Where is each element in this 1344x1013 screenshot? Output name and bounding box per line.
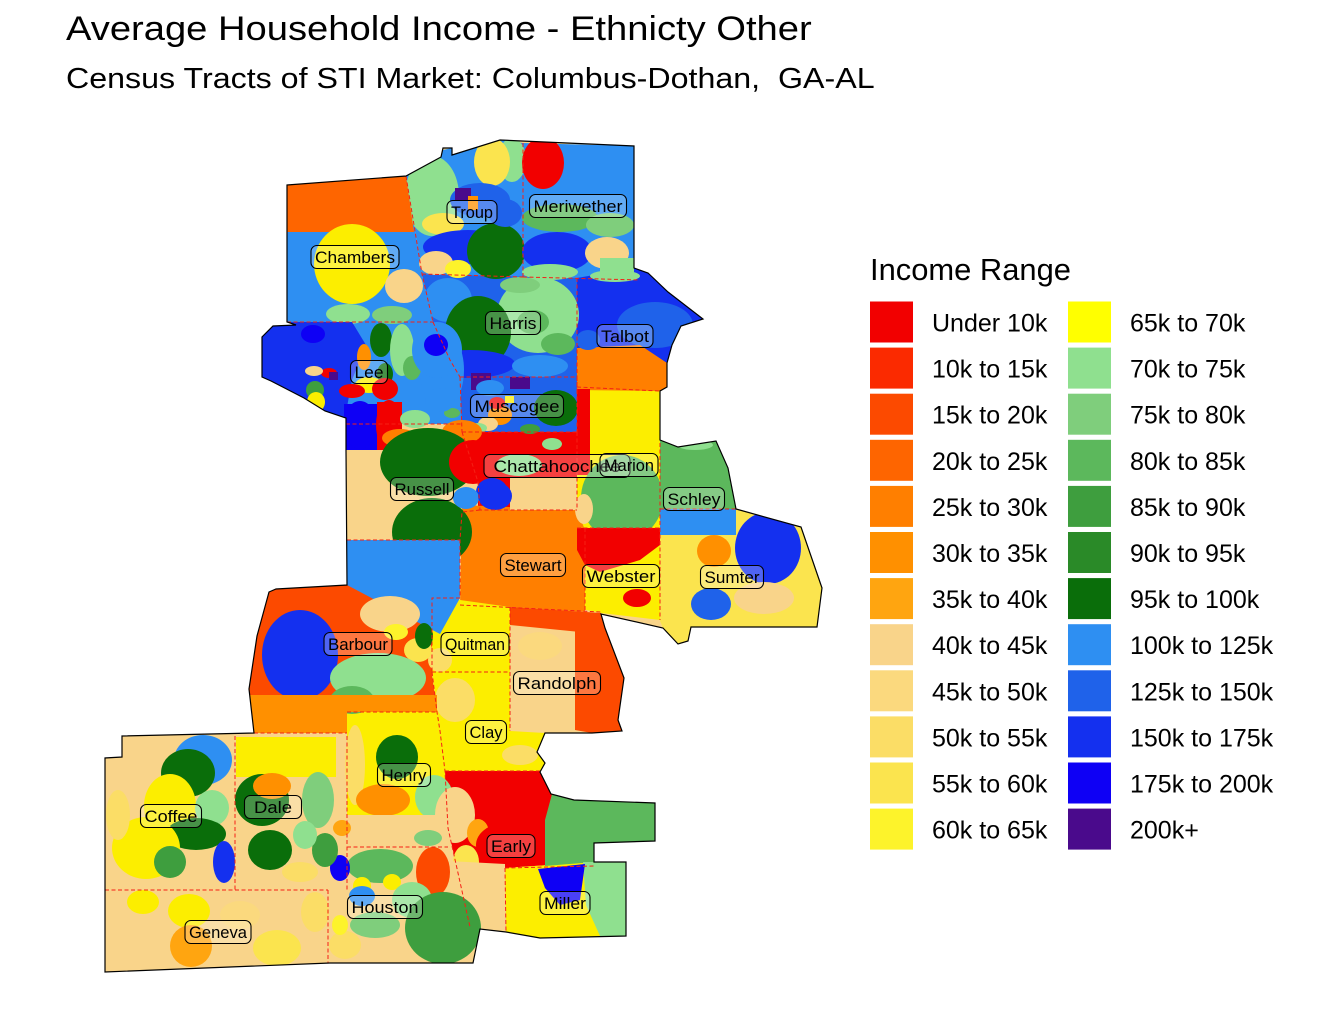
svg-text:Muscogee: Muscogee: [475, 397, 560, 416]
svg-text:Chambers: Chambers: [315, 248, 395, 267]
svg-text:30k to 35k: 30k to 35k: [932, 540, 1048, 568]
svg-text:125k to 150k: 125k to 150k: [1130, 678, 1274, 706]
svg-text:Barbour: Barbour: [328, 635, 388, 654]
svg-text:Webster: Webster: [587, 567, 656, 586]
svg-text:50k to 55k: 50k to 55k: [932, 724, 1048, 752]
svg-text:95k to 100k: 95k to 100k: [1130, 586, 1260, 614]
svg-text:25k to 30k: 25k to 30k: [932, 494, 1048, 522]
svg-text:Houston: Houston: [352, 898, 419, 917]
svg-text:Quitman: Quitman: [445, 635, 505, 654]
svg-text:Income Range: Income Range: [870, 252, 1071, 287]
svg-text:20k to 25k: 20k to 25k: [932, 448, 1048, 476]
svg-text:10k to 15k: 10k to 15k: [932, 356, 1048, 384]
svg-text:Miller: Miller: [544, 894, 586, 913]
svg-text:Coffee: Coffee: [145, 807, 198, 826]
svg-text:Under 10k: Under 10k: [932, 310, 1048, 338]
svg-text:Meriwether: Meriwether: [534, 197, 623, 216]
svg-text:Sumter: Sumter: [705, 568, 760, 587]
svg-text:Talbot: Talbot: [601, 327, 649, 346]
svg-text:85k to 90k: 85k to 90k: [1130, 494, 1246, 522]
svg-text:Geneva: Geneva: [189, 923, 248, 942]
svg-text:Early: Early: [491, 837, 532, 856]
svg-text:Dale: Dale: [254, 798, 292, 817]
svg-text:65k to 70k: 65k to 70k: [1130, 310, 1246, 338]
svg-text:Troup: Troup: [451, 203, 493, 222]
svg-text:15k to 20k: 15k to 20k: [932, 402, 1048, 430]
svg-text:Clay: Clay: [470, 723, 503, 742]
svg-text:150k to 175k: 150k to 175k: [1130, 724, 1274, 752]
svg-text:100k to 125k: 100k to 125k: [1130, 632, 1274, 660]
svg-text:175k to 200k: 175k to 200k: [1130, 771, 1274, 799]
svg-text:Chattahoochee: Chattahoochee: [494, 457, 621, 476]
svg-text:35k to 40k: 35k to 40k: [932, 586, 1048, 614]
svg-text:40k to 45k: 40k to 45k: [932, 632, 1048, 660]
svg-text:75k to 80k: 75k to 80k: [1130, 402, 1246, 430]
svg-text:Henry: Henry: [382, 766, 427, 785]
svg-text:Stewart: Stewart: [505, 556, 562, 575]
svg-text:60k to 65k: 60k to 65k: [932, 817, 1048, 845]
svg-text:Marion: Marion: [604, 456, 654, 475]
svg-text:55k to 60k: 55k to 60k: [932, 771, 1048, 799]
svg-text:Russell: Russell: [395, 480, 450, 499]
svg-text:Randolph: Randolph: [518, 674, 597, 693]
svg-text:Harris: Harris: [490, 314, 537, 333]
svg-text:70k to 75k: 70k to 75k: [1130, 356, 1246, 384]
svg-text:Lee: Lee: [355, 363, 384, 382]
svg-text:45k to 50k: 45k to 50k: [932, 678, 1048, 706]
svg-text:80k to 85k: 80k to 85k: [1130, 448, 1246, 476]
svg-text:90k to 95k: 90k to 95k: [1130, 540, 1246, 568]
svg-text:200k+: 200k+: [1130, 817, 1199, 845]
svg-text:Schley: Schley: [668, 490, 722, 509]
